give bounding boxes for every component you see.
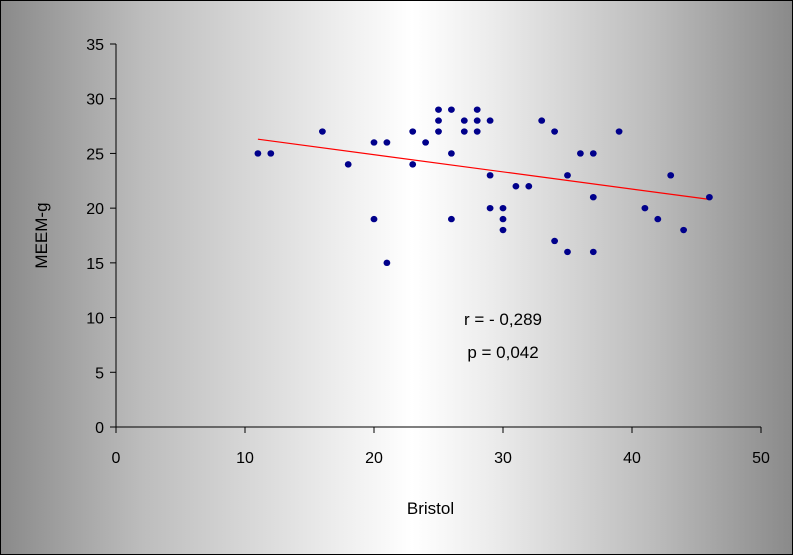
x-tick-label: 10: [236, 450, 254, 467]
data-point: [460, 117, 468, 124]
data-point: [577, 150, 584, 157]
data-point: [589, 248, 597, 256]
data-point: [486, 204, 494, 212]
data-point: [448, 215, 455, 223]
data-point: [654, 215, 662, 223]
data-point: [448, 150, 455, 157]
x-tick-label: 0: [112, 450, 121, 467]
data-point: [319, 128, 326, 135]
data-point: [409, 161, 417, 168]
data-point: [448, 106, 455, 113]
data-point: [460, 128, 468, 135]
data-point: [435, 106, 442, 113]
data-point: [551, 237, 558, 245]
y-tick-label: 35: [86, 37, 104, 54]
data-point: [641, 204, 649, 212]
x-tick-label: 30: [494, 450, 512, 467]
y-tick-label: 5: [95, 365, 104, 382]
data-point: [538, 117, 546, 124]
data-point: [473, 128, 481, 135]
axes: 0 5 10 15 20 25 30 35 0 10 20 30 40 50: [86, 37, 770, 467]
x-tick-label: 50: [752, 450, 770, 467]
data-point: [499, 226, 507, 234]
data-point: [254, 150, 262, 157]
data-points: [254, 106, 713, 267]
data-point: [370, 139, 378, 146]
data-point: [667, 172, 675, 179]
y-tick-label: 25: [86, 146, 104, 163]
data-point: [499, 215, 507, 223]
data-point: [370, 215, 378, 223]
data-point: [706, 194, 713, 201]
data-point: [422, 139, 429, 146]
y-tick-label: 30: [86, 92, 104, 109]
y-tick-label: 20: [86, 201, 104, 218]
data-point: [615, 128, 623, 135]
y-tick-label: 10: [86, 311, 104, 328]
data-point: [512, 183, 520, 190]
data-point: [383, 139, 391, 146]
data-point: [589, 150, 597, 157]
data-point: [435, 128, 442, 135]
data-point: [589, 194, 597, 201]
data-point: [486, 172, 494, 179]
data-point: [551, 128, 558, 135]
annotation-r: r = - 0,289: [464, 310, 542, 329]
trendline: [257, 138, 710, 200]
y-ticks: 0 5 10 15 20 25 30 35: [86, 37, 116, 437]
annotation-p: p = 0,042: [467, 343, 538, 362]
data-point: [344, 161, 352, 168]
x-tick-label: 20: [365, 450, 383, 467]
y-tick-label: 15: [86, 256, 104, 273]
data-point: [383, 259, 391, 267]
data-point: [564, 172, 571, 179]
data-point: [473, 117, 481, 124]
data-point: [409, 128, 417, 135]
data-point: [486, 117, 494, 124]
data-point: [435, 117, 442, 124]
data-point: [680, 226, 687, 234]
data-point: [525, 183, 533, 190]
y-tick-label: 0: [95, 420, 104, 437]
data-point: [473, 106, 481, 113]
data-point: [499, 204, 507, 212]
x-tick-label: 40: [623, 450, 641, 467]
x-ticks: 0 10 20 30 40 50: [112, 427, 770, 467]
data-point: [564, 248, 571, 256]
data-point: [267, 150, 275, 157]
y-axis-title: MEEM-g: [32, 202, 51, 268]
x-axis-title: Bristol: [407, 499, 454, 518]
